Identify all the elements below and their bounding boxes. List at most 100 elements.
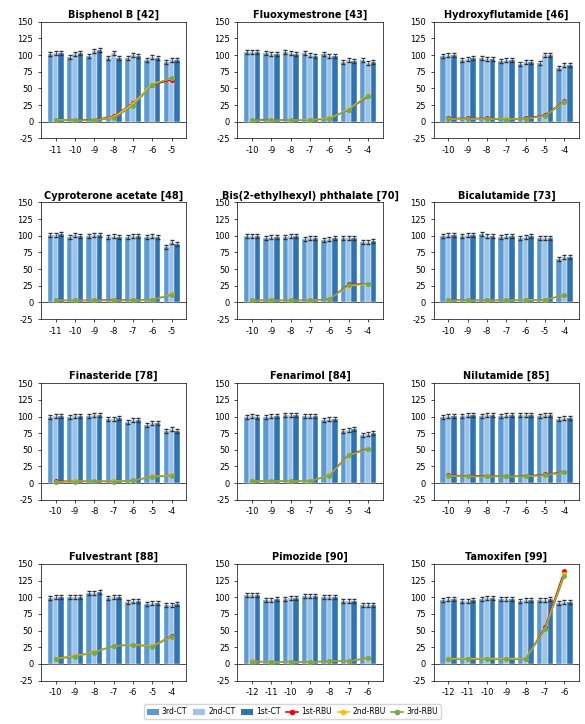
- Bar: [307, 416, 313, 483]
- Bar: [169, 429, 174, 483]
- Bar: [498, 599, 504, 664]
- Bar: [130, 55, 136, 122]
- Bar: [97, 415, 102, 483]
- Bar: [144, 237, 150, 303]
- Bar: [150, 237, 155, 303]
- Bar: [136, 237, 141, 303]
- Bar: [313, 416, 318, 483]
- Bar: [340, 431, 346, 483]
- Bar: [470, 415, 476, 483]
- Bar: [523, 62, 528, 122]
- Title: Bis(2-ethylhexyl) phthalate [70]: Bis(2-ethylhexyl) phthalate [70]: [222, 190, 398, 201]
- Title: Nilutamide [85]: Nilutamide [85]: [463, 371, 550, 382]
- Bar: [302, 596, 307, 664]
- Bar: [58, 235, 64, 303]
- Bar: [78, 416, 83, 483]
- Legend: 3rd-CT, 2nd-CT, 1st-CT, 1st-RBU, 2nd-RBU, 3rd-RBU: 3rd-CT, 2nd-CT, 1st-CT, 1st-RBU, 2nd-RBU…: [144, 704, 441, 720]
- Bar: [346, 430, 352, 483]
- Bar: [523, 237, 528, 303]
- Bar: [78, 236, 83, 303]
- Bar: [518, 64, 523, 122]
- Title: Finasteride [78]: Finasteride [78]: [70, 371, 158, 382]
- Bar: [92, 51, 97, 122]
- Bar: [509, 237, 515, 303]
- Bar: [451, 416, 456, 483]
- Bar: [67, 237, 73, 303]
- Bar: [47, 54, 53, 122]
- Bar: [460, 236, 465, 303]
- Bar: [155, 237, 160, 303]
- Bar: [249, 416, 254, 483]
- Bar: [116, 418, 122, 483]
- Bar: [366, 242, 371, 303]
- Bar: [537, 63, 542, 122]
- Bar: [465, 235, 470, 303]
- Bar: [92, 593, 97, 664]
- Title: Tamoxifen [99]: Tamoxifen [99]: [465, 552, 548, 562]
- Bar: [567, 257, 573, 303]
- Bar: [105, 59, 111, 122]
- Bar: [136, 56, 141, 122]
- Bar: [321, 597, 326, 664]
- Bar: [352, 601, 357, 664]
- Bar: [498, 416, 504, 483]
- Bar: [136, 420, 141, 483]
- Title: Bicalutamide [73]: Bicalutamide [73]: [457, 190, 555, 201]
- Bar: [562, 257, 567, 303]
- Bar: [479, 599, 484, 664]
- Bar: [302, 239, 307, 303]
- Bar: [86, 236, 92, 303]
- Bar: [164, 431, 169, 483]
- Bar: [269, 54, 274, 122]
- Bar: [164, 605, 169, 664]
- Bar: [105, 598, 111, 664]
- Bar: [446, 599, 451, 664]
- Title: Cyproterone acetate [48]: Cyproterone acetate [48]: [44, 190, 183, 201]
- Bar: [249, 236, 254, 303]
- Bar: [518, 237, 523, 303]
- Bar: [97, 592, 102, 664]
- Bar: [244, 595, 249, 664]
- Bar: [73, 235, 78, 303]
- Bar: [360, 605, 366, 664]
- Bar: [479, 235, 484, 303]
- Bar: [294, 598, 299, 664]
- Bar: [484, 236, 490, 303]
- Bar: [288, 53, 294, 122]
- Bar: [332, 56, 338, 122]
- Bar: [53, 416, 59, 483]
- Bar: [470, 59, 476, 122]
- Bar: [174, 604, 180, 664]
- Bar: [556, 418, 562, 483]
- Title: Pimozide [90]: Pimozide [90]: [272, 552, 348, 562]
- Bar: [67, 597, 73, 664]
- Bar: [263, 600, 269, 664]
- Bar: [294, 415, 299, 483]
- Bar: [451, 235, 456, 303]
- Bar: [465, 59, 470, 122]
- Bar: [460, 416, 465, 483]
- Bar: [283, 237, 288, 303]
- Bar: [441, 236, 446, 303]
- Bar: [97, 51, 102, 122]
- Bar: [504, 599, 509, 664]
- Bar: [263, 237, 269, 303]
- Bar: [562, 418, 567, 483]
- Bar: [490, 59, 495, 122]
- Bar: [371, 605, 376, 664]
- Bar: [105, 419, 111, 483]
- Bar: [537, 600, 542, 664]
- Bar: [346, 59, 352, 122]
- Bar: [360, 435, 366, 483]
- Bar: [294, 54, 299, 122]
- Bar: [150, 602, 155, 664]
- Bar: [366, 63, 371, 122]
- Bar: [548, 415, 553, 483]
- Bar: [352, 429, 357, 483]
- Bar: [441, 600, 446, 664]
- Bar: [470, 600, 476, 664]
- Bar: [288, 598, 294, 664]
- Bar: [523, 415, 528, 483]
- Bar: [465, 415, 470, 483]
- Bar: [490, 598, 495, 664]
